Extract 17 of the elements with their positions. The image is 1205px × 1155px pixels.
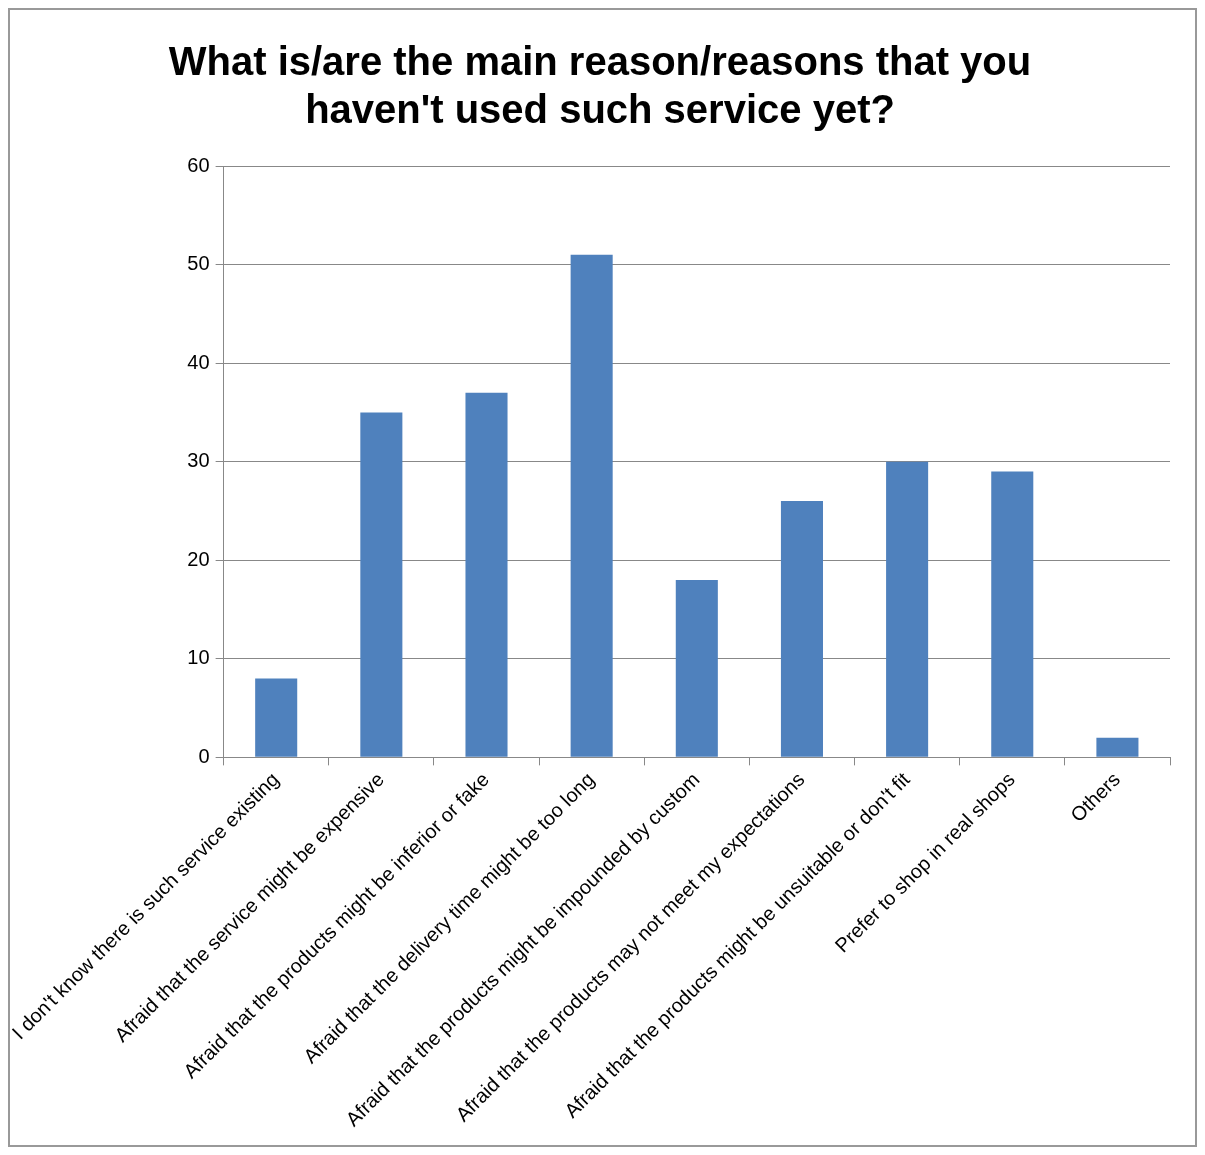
y-tick-label: 40	[187, 350, 210, 373]
bar	[570, 254, 613, 757]
bar	[360, 412, 403, 757]
bar	[465, 392, 508, 757]
y-tick-label: 10	[187, 646, 210, 669]
y-tick-label: 20	[187, 547, 210, 570]
y-tick-label: 60	[187, 153, 210, 176]
bar	[675, 579, 718, 757]
y-tick-label: 50	[187, 252, 210, 275]
chart-title: What is/are the main reason/reasons that you haven't used such service yet?	[168, 39, 1032, 132]
bar	[1096, 737, 1139, 757]
bar	[255, 678, 298, 757]
y-tick-label: 30	[187, 449, 210, 472]
y-tick-label: 0	[198, 744, 210, 767]
bar	[886, 461, 929, 757]
bar	[780, 501, 823, 757]
bar	[991, 471, 1034, 757]
